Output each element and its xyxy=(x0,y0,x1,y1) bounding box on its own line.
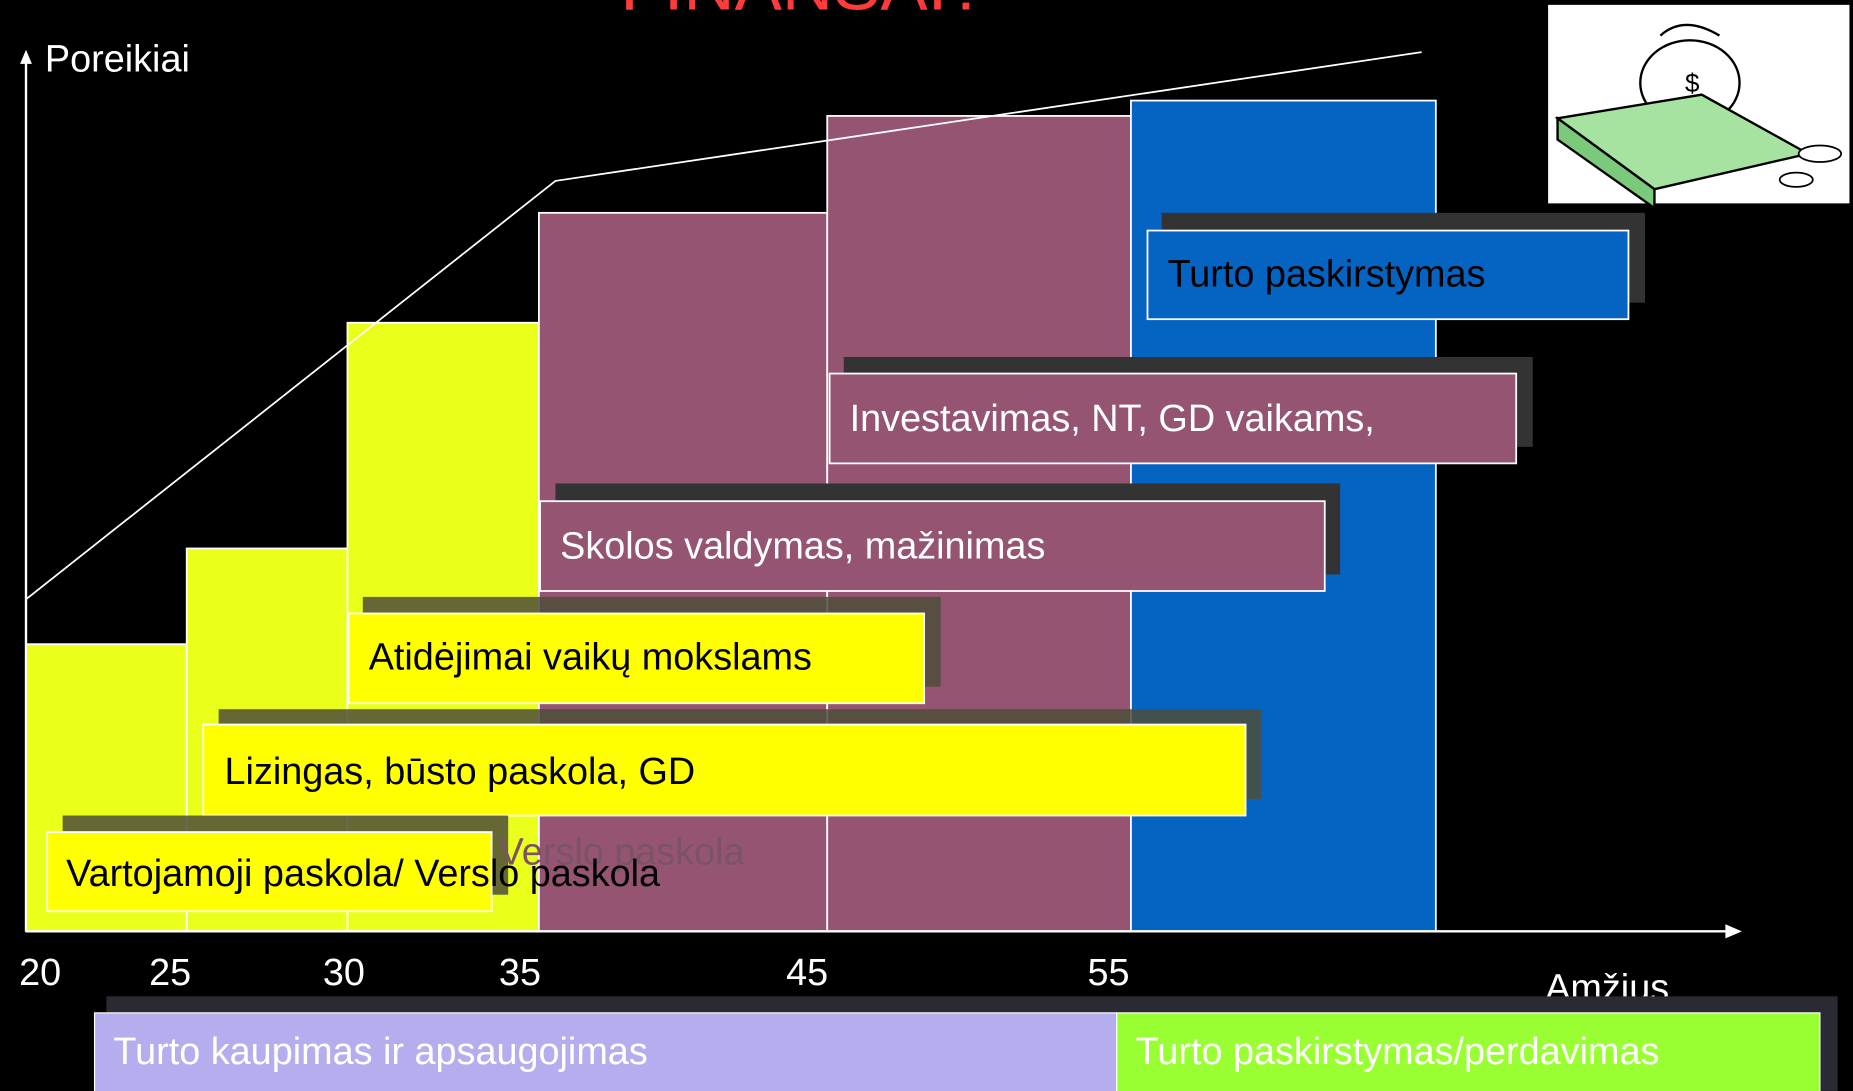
age-label: 45 xyxy=(786,952,828,994)
phase-label: Turto paskirstymas/perdavimas xyxy=(1136,1031,1660,1073)
box-label: Vartojamoji paskola/ Verslo paskola xyxy=(66,853,661,895)
age-label: 35 xyxy=(499,952,541,994)
page: FINANSAI? Poreikiai Amžius 20 25 30 35 4… xyxy=(0,0,1853,1091)
box-label: Skolos valdymas, mažinimas xyxy=(560,525,1045,567)
phase-label: Turto kaupimas ir apsaugojimas xyxy=(113,1031,647,1073)
age-label: 55 xyxy=(1087,952,1129,994)
box-label: Lizingas, būsto paskola, GD xyxy=(225,751,696,793)
dollar-sign: $ xyxy=(1685,68,1700,98)
box-label: Investavimas, NT, GD vaikams, xyxy=(850,398,1375,440)
coin xyxy=(1799,145,1842,162)
box-label: Atidėjimai vaikų mokslams xyxy=(369,637,812,679)
coin xyxy=(1780,173,1813,187)
age-label: 30 xyxy=(323,952,365,994)
age-label: 25 xyxy=(149,952,191,994)
slide: FINANSAI? Poreikiai Amžius 20 25 30 35 4… xyxy=(0,0,1853,1091)
money-clipart: $ xyxy=(1548,5,1849,208)
slide-title: FINANSAI? xyxy=(620,0,986,25)
age-label: 20 xyxy=(19,952,61,994)
box-label: Turto paskirstymas xyxy=(1168,254,1486,296)
y-axis-label: Poreikiai xyxy=(45,39,190,81)
